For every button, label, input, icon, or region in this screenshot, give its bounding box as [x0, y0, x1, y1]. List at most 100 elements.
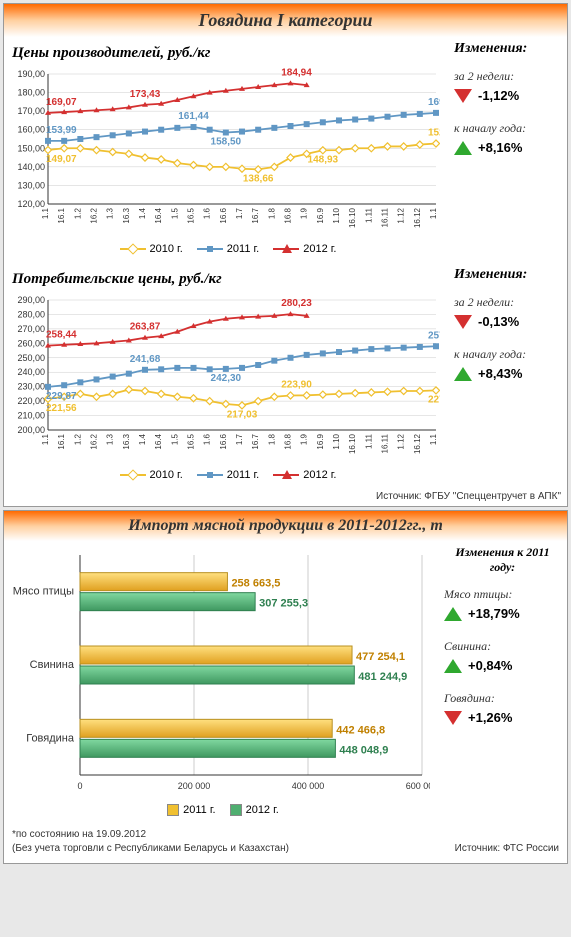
svg-text:152,56: 152,56 [428, 128, 440, 139]
legend-item: 2010 г. [120, 469, 183, 481]
svg-text:161,44: 161,44 [178, 111, 209, 122]
svg-text:1.11: 1.11 [364, 207, 373, 223]
changes-title: Изменения к 2011 году: [444, 545, 561, 575]
svg-text:Говядина: Говядина [26, 732, 75, 744]
changes-sidebar: Изменения: за 2 недели:-1,12%к началу го… [446, 41, 561, 259]
up-arrow-icon [454, 141, 472, 155]
change-label: к началу года: [454, 121, 561, 136]
svg-text:16.11: 16.11 [381, 433, 390, 453]
svg-text:217,03: 217,03 [227, 409, 258, 420]
svg-text:258 663,5: 258 663,5 [231, 578, 280, 590]
change-row: +0,84% [444, 658, 561, 673]
change-row: +1,26% [444, 710, 561, 725]
change-value: +8,43% [478, 366, 522, 381]
change-row: -1,12% [454, 88, 561, 103]
svg-text:16.4: 16.4 [154, 207, 163, 223]
svg-text:477 254,1: 477 254,1 [356, 651, 405, 663]
svg-text:16.6: 16.6 [219, 207, 228, 223]
svg-text:16.11: 16.11 [381, 207, 390, 227]
import-section: 0200 000400 000600 000Мясо птицы258 663,… [4, 541, 567, 824]
change-value: -1,12% [478, 88, 519, 103]
svg-text:149,07: 149,07 [46, 154, 77, 165]
svg-text:229,87: 229,87 [46, 391, 77, 402]
consumer-prices-section: Потребительские цены, руб./кг 200,00210,… [4, 263, 567, 489]
svg-text:16.9: 16.9 [316, 433, 325, 449]
up-arrow-icon [454, 367, 472, 381]
svg-text:138,66: 138,66 [243, 173, 274, 184]
svg-text:221,56: 221,56 [46, 403, 77, 414]
svg-text:1.3: 1.3 [106, 433, 115, 445]
svg-text:227,43: 227,43 [428, 394, 440, 405]
svg-text:230,00: 230,00 [17, 382, 45, 392]
change-row: +18,79% [444, 606, 561, 621]
change-label: Говядина: [444, 691, 561, 706]
svg-text:240,00: 240,00 [17, 367, 45, 377]
bar-legend: 2011 г.2012 г. [10, 804, 436, 816]
svg-text:184,94: 184,94 [281, 67, 312, 78]
svg-text:1.12: 1.12 [397, 433, 406, 449]
svg-text:442 466,8: 442 466,8 [336, 724, 385, 736]
legend-item: 2010 г. [120, 243, 183, 255]
svg-text:16.7: 16.7 [251, 433, 260, 449]
up-arrow-icon [444, 659, 462, 673]
source-text: Источник: ФГБУ "Спеццентручет в АПК" [4, 489, 567, 506]
down-arrow-icon [454, 315, 472, 329]
svg-text:290,00: 290,00 [17, 295, 45, 305]
change-row: +8,43% [454, 366, 561, 381]
source-text: Источник: ФТС России [455, 843, 559, 854]
change-value: -0,13% [478, 314, 519, 329]
change-label: за 2 недели: [454, 295, 561, 310]
svg-text:200 000: 200 000 [178, 781, 211, 791]
svg-text:1.5: 1.5 [170, 433, 179, 445]
svg-text:481 244,9: 481 244,9 [358, 671, 407, 683]
svg-text:1.10: 1.10 [332, 207, 341, 223]
svg-text:140,00: 140,00 [17, 162, 45, 172]
import-panel: Импорт мясной продукции в 2011-2012гг., … [3, 510, 568, 864]
svg-text:210,00: 210,00 [17, 411, 45, 421]
svg-text:400 000: 400 000 [292, 781, 325, 791]
footnote-disclaimer: (Без учета торговли с Республиками Белар… [12, 843, 289, 854]
svg-text:Мясо птицы: Мясо птицы [13, 586, 74, 598]
change-value: +1,26% [468, 710, 512, 725]
svg-text:1.9: 1.9 [300, 433, 309, 445]
changes-title: Изменения: [454, 41, 561, 57]
svg-text:242,30: 242,30 [211, 373, 242, 384]
svg-text:1.12: 1.12 [397, 207, 406, 223]
svg-text:220,00: 220,00 [17, 396, 45, 406]
legend-item: 2012 г. [230, 804, 279, 816]
svg-text:600 000: 600 000 [406, 781, 430, 791]
svg-text:307 255,3: 307 255,3 [259, 598, 308, 610]
svg-text:16.1: 16.1 [57, 207, 66, 223]
panel-title: Импорт мясной продукции в 2011-2012гг., … [4, 511, 567, 541]
changes-sidebar: Изменения к 2011 году: Мясо птицы: +18,79… [436, 545, 561, 820]
svg-text:1.8: 1.8 [267, 207, 276, 219]
svg-text:1.6: 1.6 [203, 433, 212, 445]
svg-text:16.2: 16.2 [90, 207, 99, 223]
svg-text:190,00: 190,00 [17, 69, 45, 79]
svg-text:1.7: 1.7 [235, 207, 244, 219]
change-value: +0,84% [468, 658, 512, 673]
svg-text:16.10: 16.10 [348, 207, 357, 228]
change-row: +8,16% [454, 140, 561, 155]
change-label: Мясо птицы: [444, 587, 561, 602]
svg-text:1.6: 1.6 [203, 207, 212, 219]
svg-text:1.2: 1.2 [73, 433, 82, 445]
svg-text:150,00: 150,00 [17, 143, 45, 153]
svg-text:16.12: 16.12 [413, 433, 422, 454]
svg-text:260,00: 260,00 [17, 338, 45, 348]
svg-text:173,43: 173,43 [130, 89, 161, 100]
import-bar-chart: 0200 000400 000600 000Мясо птицы258 663,… [10, 545, 430, 795]
svg-text:1.4: 1.4 [138, 433, 147, 445]
svg-text:169,07: 169,07 [46, 97, 77, 108]
svg-text:16.10: 16.10 [348, 433, 357, 454]
legend-item: 2012 г. [273, 469, 336, 481]
svg-text:130,00: 130,00 [17, 180, 45, 190]
svg-text:160,00: 160,00 [17, 125, 45, 135]
change-value: +8,16% [478, 140, 522, 155]
svg-text:16.6: 16.6 [219, 433, 228, 449]
producer-prices-chart: 120,00130,00140,00150,00160,00170,00180,… [10, 64, 440, 234]
consumer-prices-chart: 200,00210,00220,00230,00240,00250,00260,… [10, 290, 440, 460]
chart-legend: 2010 г.2011 г.2012 г. [10, 469, 446, 481]
svg-text:16.3: 16.3 [122, 207, 131, 223]
svg-text:1.5: 1.5 [170, 207, 179, 219]
